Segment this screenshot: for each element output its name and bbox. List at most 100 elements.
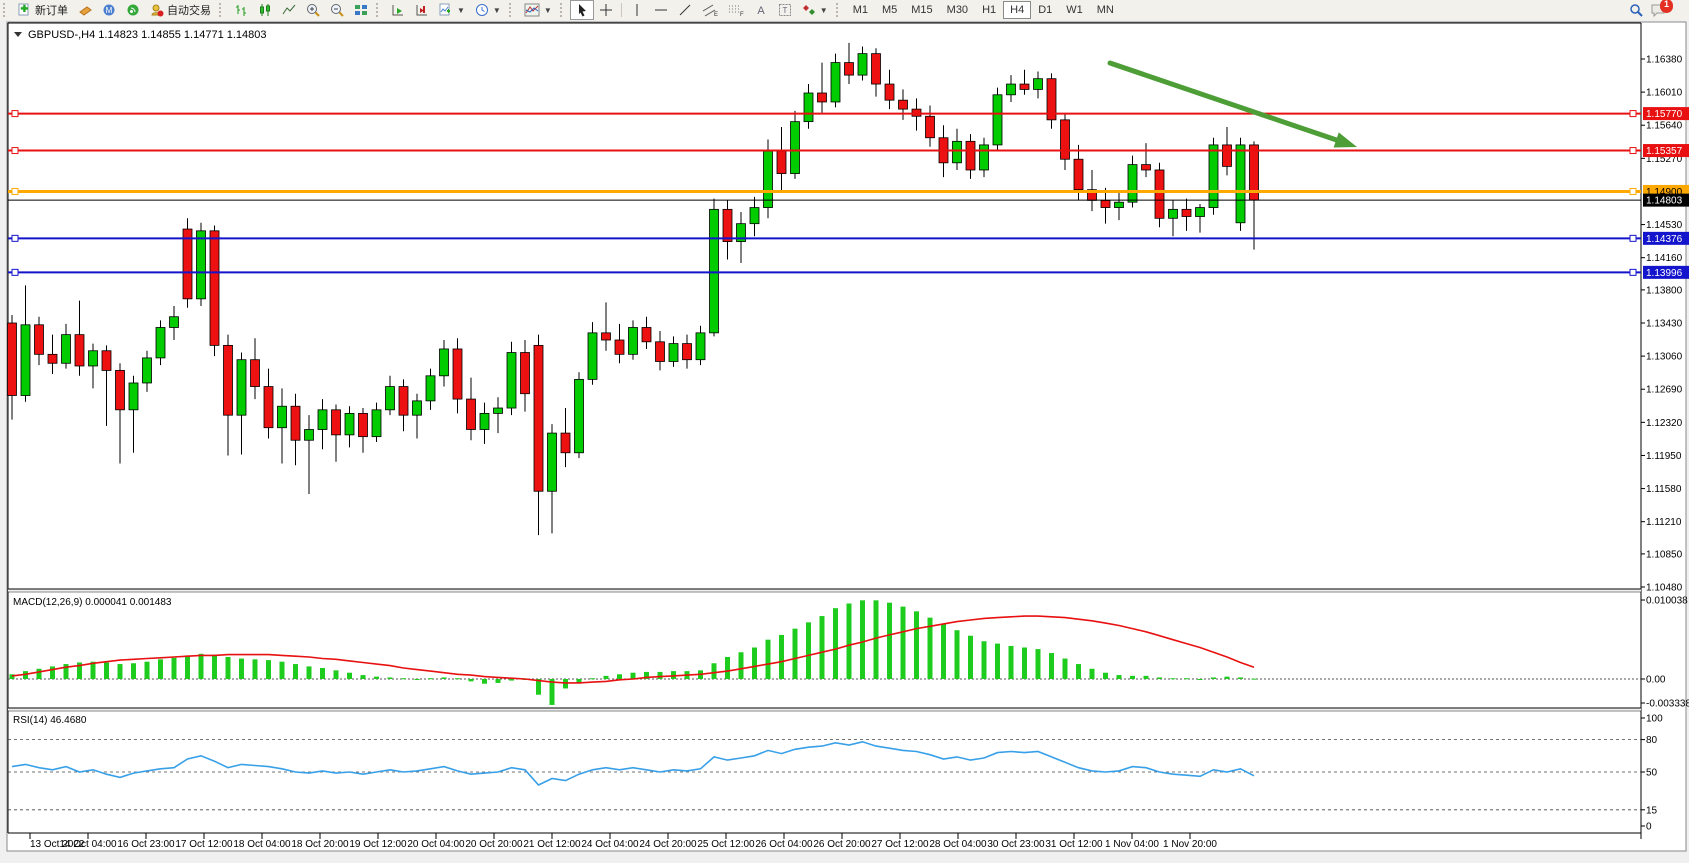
line-anchor-marker[interactable] (1629, 110, 1637, 118)
candle-down (844, 62, 854, 76)
line-anchor-marker[interactable] (11, 187, 19, 195)
toolbar-grip[interactable] (835, 3, 843, 17)
search-icon[interactable] (1629, 3, 1643, 17)
candle-down (682, 343, 692, 361)
macd-histogram-bar (212, 654, 217, 679)
candle-up (1208, 144, 1219, 208)
line-anchor-marker[interactable] (1629, 147, 1637, 155)
candle-up (830, 62, 841, 103)
macd-histogram-bar (104, 662, 109, 679)
auto-trading-button[interactable]: 自动交易 (145, 0, 216, 20)
rsi-indicator-panel (8, 739, 1641, 811)
community-icon: M (103, 4, 115, 16)
line-anchor-marker[interactable] (1629, 268, 1637, 276)
macd-histogram-bar (752, 647, 757, 679)
candle-down (722, 208, 733, 242)
timeframe-m5[interactable]: M5 (881, 4, 898, 16)
timeframe-m1[interactable]: M1 (852, 4, 868, 16)
candle-down (331, 409, 341, 436)
community-button[interactable]: M (97, 0, 121, 20)
trendline-tool-button[interactable] (673, 0, 697, 20)
chevron-down-icon: ▼ (543, 5, 552, 15)
line-anchor-marker[interactable] (11, 147, 19, 155)
timeframe-m30[interactable]: M30 (946, 4, 969, 16)
vertical-line-tool-button[interactable] (625, 0, 649, 20)
macd-histogram-bar (711, 663, 717, 679)
period-clock-button[interactable]: ▼ (470, 0, 506, 20)
macd-histogram-bar (1143, 675, 1149, 679)
timeframe-d1[interactable]: D1 (1038, 4, 1053, 16)
horizontal-line-tool-button[interactable] (649, 0, 673, 20)
timeframe-w1[interactable]: W1 (1066, 4, 1083, 16)
candlestick-chart-button[interactable] (253, 0, 277, 20)
channel-tool-button[interactable]: E (697, 0, 723, 20)
macd-histogram-bar (765, 639, 771, 679)
vertical-line-icon (636, 4, 638, 16)
timeframe-h4[interactable]: H4 (1003, 1, 1032, 19)
chart-window[interactable]: 1.16380 1.16010 1.15640 1.15270 1.14530 1.141… (0, 20, 1689, 858)
toolbar-grip[interactable] (376, 3, 383, 17)
candle-up (412, 400, 422, 416)
tile-windows-button[interactable] (349, 0, 373, 20)
line-anchor-marker[interactable] (11, 110, 19, 118)
rsi-y-tick-label: 50 (1646, 768, 1658, 779)
x-tick-label: 20 Oct 04:00 (407, 839, 465, 850)
crosshair-tool-button[interactable] (594, 0, 618, 20)
fibonacci-tool-button[interactable]: F (723, 0, 749, 20)
line-anchor-marker[interactable] (1629, 234, 1637, 242)
svg-text:F: F (740, 12, 744, 17)
timeframe-m15[interactable]: M15 (911, 4, 933, 16)
toolbar-grip[interactable] (559, 3, 567, 17)
notifications-button[interactable]: 1 (1651, 0, 1679, 17)
macd-histogram-bar (576, 679, 582, 683)
new-chart-button[interactable]: ▼ (434, 0, 470, 20)
chart-shift-button[interactable] (410, 0, 434, 20)
toolbar-grip[interactable] (219, 3, 226, 17)
macd-histogram-bar (1157, 677, 1162, 679)
cursor-tool-button[interactable] (569, 0, 594, 20)
candle-up (155, 327, 166, 359)
symbol-label: GBPUSD-,H4 1.14823 1.14855 1.14771 1.148… (28, 29, 267, 41)
panel-splitter[interactable] (8, 589, 1641, 592)
panel-splitter[interactable] (8, 708, 1641, 711)
trend-arrow-head[interactable] (1333, 132, 1357, 148)
line-anchor-marker[interactable] (1629, 187, 1637, 195)
bar-chart-button[interactable] (229, 0, 253, 20)
macd-histogram-bar (171, 657, 177, 679)
chevron-down-icon: ▼ (457, 5, 465, 15)
y-tick-label: 1.11580 (1646, 484, 1682, 495)
line-anchor-marker[interactable] (11, 268, 19, 276)
macd-histogram-bar (198, 653, 204, 679)
period-clock-icon (475, 4, 488, 16)
timeframe-h1[interactable]: H1 (982, 4, 997, 16)
candle-up (142, 357, 152, 384)
candle-down (965, 140, 976, 171)
chart-canvas[interactable]: 1.16380 1.16010 1.15640 1.15270 1.14530 1.141… (0, 20, 1689, 858)
macd-histogram-bar (941, 623, 946, 679)
line-anchor-marker[interactable] (11, 234, 19, 242)
candle-down (817, 92, 827, 103)
indicators-button[interactable]: ▼ (519, 0, 557, 20)
macd-histogram-bar (657, 671, 663, 679)
x-tick-label: 20 Oct 20:00 (465, 839, 523, 850)
news-button[interactable] (121, 0, 145, 20)
auto-scroll-button[interactable] (386, 0, 410, 20)
macd-histogram-bar (63, 664, 69, 679)
new-order-button[interactable]: 新订单 (13, 0, 73, 20)
sponge-button[interactable] (73, 0, 97, 20)
toolbar-grip[interactable] (508, 3, 516, 17)
toolbar-grip[interactable] (3, 3, 10, 17)
line-chart-button[interactable] (277, 0, 301, 20)
candle-up (790, 121, 800, 174)
macd-histogram-bar (468, 679, 474, 682)
arrows-tool-button[interactable]: ▼ (797, 0, 833, 20)
text-label-tool-button[interactable]: T (773, 0, 797, 20)
zoom-out-button[interactable] (325, 0, 349, 20)
text-tool-button[interactable]: A (749, 0, 773, 20)
timeframe-mn[interactable]: MN (1096, 4, 1114, 16)
macd-histogram-bar (725, 656, 730, 679)
zoom-in-button[interactable] (301, 0, 325, 20)
trend-arrow (1107, 60, 1357, 148)
trend-arrow-line[interactable] (1107, 60, 1339, 143)
candle-up (344, 412, 355, 436)
